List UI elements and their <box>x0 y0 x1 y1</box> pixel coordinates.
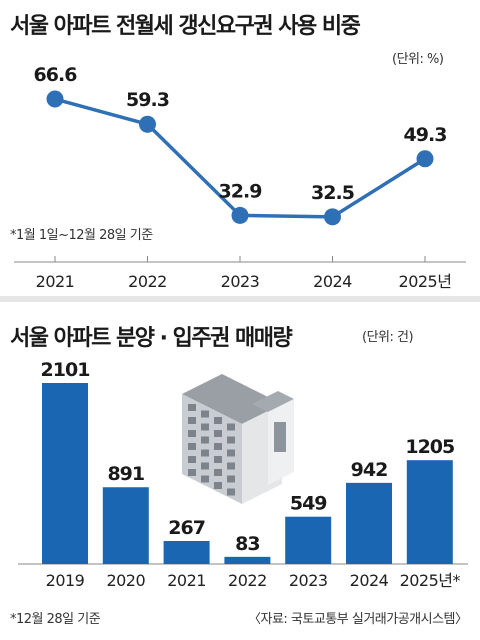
building-window <box>188 430 196 437</box>
building-window <box>188 404 196 411</box>
building-window <box>201 423 209 431</box>
building-window <box>214 456 222 463</box>
bar <box>224 556 271 564</box>
bar-chart-title: 서울 아파트 분양 · 입주권 매매량 <box>10 326 293 351</box>
building-window <box>188 469 196 476</box>
data-label: 66.6 <box>34 64 78 86</box>
building-roof <box>182 374 282 424</box>
building-window <box>214 469 222 476</box>
building-window <box>227 449 235 457</box>
bar <box>346 482 392 564</box>
x-tick-label: 2020 <box>106 571 145 590</box>
data-point <box>324 208 341 226</box>
building-window <box>214 417 222 424</box>
data-point <box>416 150 434 168</box>
x-tick-label: 2021 <box>167 571 206 590</box>
data-point <box>46 90 64 108</box>
data-point <box>231 206 249 224</box>
building-window <box>201 436 209 444</box>
bar-chart-panel: 서울 아파트 분양 · 입주권 매매량 (단위: 건) 2101 891 267 83… <box>0 302 480 640</box>
data-point <box>139 115 156 133</box>
building-window <box>227 462 235 470</box>
building-window <box>214 430 222 437</box>
data-label: 83 <box>235 533 259 555</box>
line-chart-unit: (단위: %) <box>392 52 444 67</box>
data-label: 267 <box>168 517 205 539</box>
bar-chart: 2101 891 267 83 549 942 1205 2019 2020 2021 2022 20… <box>18 359 468 590</box>
bar-chart-footnote: *12월 28일 기준 <box>10 612 101 627</box>
x-tick-label: 2023 <box>289 571 328 590</box>
building-window <box>188 443 196 450</box>
building-window <box>201 410 209 418</box>
building-window <box>227 475 235 483</box>
data-label: 891 <box>107 463 144 485</box>
bar-chart-unit: (단위: 건) <box>362 330 414 345</box>
bar <box>285 516 332 564</box>
x-tick-label: 2021 <box>36 272 75 291</box>
x-tick-label: 2019 <box>46 571 85 590</box>
building-window <box>227 436 235 444</box>
bar <box>102 487 149 564</box>
building-roof <box>252 391 294 412</box>
apartment-building-icon <box>182 374 294 504</box>
data-label: 1205 <box>405 436 454 458</box>
data-label: 2101 <box>41 359 90 381</box>
x-tick-label: 2024 <box>313 272 352 291</box>
line-chart: 66.6 59.3 32.9 32.5 49.3 2021 2022 2023 2024 2025… <box>14 64 466 291</box>
building-window <box>274 422 286 452</box>
x-tick-label: 2022 <box>128 272 167 291</box>
bar <box>406 460 453 564</box>
data-label: 49.3 <box>404 124 447 146</box>
building-window <box>188 417 196 424</box>
building-window <box>188 456 196 463</box>
line-chart-footnote: *1월 1일~12월 28일 기준 <box>10 228 153 243</box>
data-label: 942 <box>351 459 388 481</box>
x-tick-label: 2024 <box>350 571 389 590</box>
building-window <box>227 423 235 431</box>
data-label: 549 <box>290 493 327 515</box>
line-chart-title: 서울 아파트 전월세 갱신요구권 사용 비중 <box>10 14 361 39</box>
building-window <box>201 475 209 483</box>
x-tick-label: 2022 <box>228 571 267 590</box>
data-label: 59.3 <box>126 89 169 111</box>
data-label: 32.5 <box>311 182 354 204</box>
building-window <box>214 443 222 450</box>
building-window <box>227 488 235 496</box>
building-window <box>201 462 209 470</box>
x-tick-label: 2025년* <box>400 571 461 590</box>
building-window <box>214 482 222 489</box>
x-tick-label: 2025년 <box>399 272 452 291</box>
panel-divider <box>0 296 480 302</box>
x-tick-label: 2023 <box>221 272 260 291</box>
bar <box>42 383 88 564</box>
data-label: 32.9 <box>219 180 262 202</box>
line-chart-panel: 서울 아파트 전월세 갱신요구권 사용 비중 (단위: %) 66.6 59.3 3… <box>0 0 480 296</box>
bar <box>163 540 210 564</box>
source-credit: 〈자료: 국토교통부 실거래가공개시스템〉 <box>248 612 468 627</box>
building-window <box>201 449 209 457</box>
